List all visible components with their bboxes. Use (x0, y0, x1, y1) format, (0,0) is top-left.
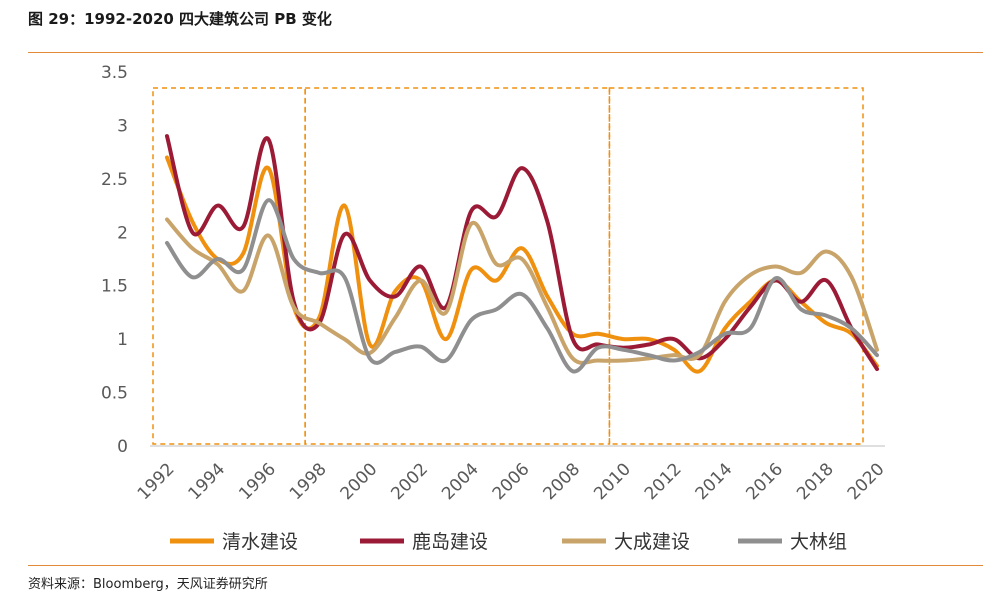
x-tick-label: 2018 (793, 459, 838, 504)
y-tick-label: 3 (117, 116, 128, 136)
x-tick-label: 1996 (235, 459, 280, 504)
series-line-2 (165, 134, 879, 372)
y-tick-label: 3.5 (101, 63, 128, 83)
y-tick-label: 0.5 (101, 384, 128, 404)
y-tick-label: 2 (117, 223, 128, 243)
series-lines (165, 134, 879, 374)
y-tick-label: 0 (117, 437, 128, 457)
x-tick-label: 2020 (844, 459, 889, 504)
figure-title: 图 29：1992-2020 四大建筑公司 PB 变化 (28, 10, 332, 28)
period-box-3 (608, 87, 864, 445)
x-tick-label: 2010 (590, 459, 635, 504)
x-tick-label: 1992 (134, 459, 179, 504)
legend-label-1: 清水建设 (222, 531, 298, 553)
legend-label-2: 鹿岛建设 (412, 531, 488, 553)
legend: 清水建设 鹿岛建设 大成建设 大林组 (170, 531, 847, 553)
y-axis: 0 0.5 1 1.5 2 2.5 3 3.5 (101, 63, 128, 457)
x-tick-label: 1994 (185, 459, 230, 504)
x-tick-label: 2000 (337, 459, 382, 504)
legend-label-3: 大成建设 (614, 531, 690, 553)
period-boxes (152, 87, 864, 445)
series-line-1 (165, 155, 879, 374)
y-tick-label: 1.5 (101, 277, 128, 297)
series-line-4 (165, 198, 879, 374)
x-tick-label: 1998 (286, 459, 331, 504)
series-line-3 (165, 217, 879, 365)
x-tick-label: 2014 (692, 459, 737, 504)
y-tick-label: 2.5 (101, 170, 128, 190)
x-tick-label: 2008 (540, 459, 585, 504)
x-tick-label: 2006 (489, 459, 534, 504)
pb-line-chart: 00.511.522.533.5 1992 1994 1996 1998 2000 200… (101, 63, 889, 553)
x-tick-label: 2002 (387, 459, 432, 504)
x-tick-label: 2012 (641, 459, 686, 504)
y-tick-label: 1 (117, 330, 128, 350)
x-axis: 1992 1994 1996 1998 2000 2002 2004 2006 2008 2010… (134, 459, 889, 504)
period-box-2 (304, 87, 611, 445)
x-tick-label: 2004 (438, 459, 483, 504)
x-tick-label: 2016 (742, 459, 787, 504)
title-divider (28, 52, 983, 53)
period-box-1 (152, 87, 306, 445)
legend-label-4: 大林组 (790, 531, 847, 553)
source-note: 资料来源：Bloomberg，天风证券研究所 (28, 577, 268, 592)
source-divider (28, 565, 983, 566)
